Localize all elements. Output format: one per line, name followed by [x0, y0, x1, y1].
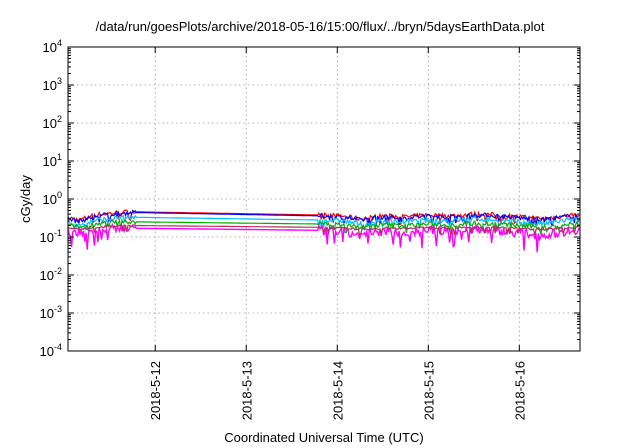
axis-layer: 10-4 10-3 10-2 10-1 100 101 102 103 104 2018-5-12… — [40, 38, 580, 420]
series-layer — [67, 209, 580, 253]
y-tick-label: 103 — [43, 76, 62, 93]
grid-layer — [68, 47, 580, 351]
x-tick-label: 2018-5-14 — [330, 361, 345, 420]
x-axis-label: Coordinated Universal Time (UTC) — [224, 430, 423, 445]
x-tick-label: 2018-5-16 — [512, 361, 527, 420]
y-tick-label: 10-3 — [40, 304, 62, 321]
y-tick-label: 10-4 — [40, 342, 62, 359]
x-tick-label: 2018-5-15 — [421, 361, 436, 420]
y-tick-label: 101 — [43, 152, 62, 169]
x-tick-label: 2018-5-13 — [239, 361, 254, 420]
y-axis-label: cGy/day — [18, 175, 33, 223]
series-line — [67, 209, 580, 227]
y-tick-label: 102 — [43, 114, 62, 131]
y-tick-label: 10-1 — [40, 228, 62, 245]
y-tick-label: 104 — [43, 38, 62, 55]
y-tick-label: 10-2 — [40, 266, 62, 283]
series-line — [67, 214, 580, 232]
series-line — [67, 218, 580, 235]
y-tick-label: 100 — [43, 190, 62, 207]
series-line — [67, 222, 580, 253]
chart-title: /data/run/goesPlots/archive/2018-05-16/1… — [95, 19, 545, 34]
series-line — [68, 224, 580, 236]
x-tick-label: 2018-5-12 — [148, 361, 163, 420]
series-line — [67, 209, 580, 226]
